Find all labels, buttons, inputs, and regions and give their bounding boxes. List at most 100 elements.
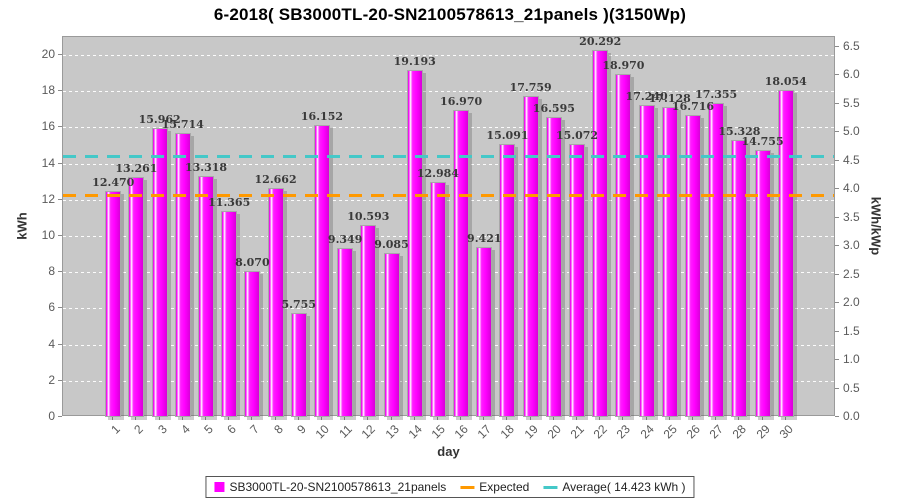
x-tick — [645, 416, 647, 420]
x-tick-label: 12 — [358, 422, 379, 442]
bar-day-14 — [406, 69, 423, 417]
bar-value-label: 15.328 — [718, 124, 761, 138]
bar-value-label: 18.970 — [602, 58, 645, 72]
y-tick-left — [58, 343, 62, 345]
gridline — [63, 272, 834, 274]
bar-day-17 — [476, 246, 493, 417]
y-tick-label-left: 6 — [48, 300, 55, 315]
bar-day-6 — [221, 211, 238, 417]
legend: SB3000TL-20-SN2100578613_21panels Expect… — [205, 476, 695, 498]
x-tick-label: 3 — [154, 422, 170, 437]
gridline — [63, 55, 834, 57]
bar-day-29 — [754, 150, 771, 417]
x-tick — [135, 416, 137, 420]
bar-day-30 — [777, 90, 794, 417]
x-tick-label: 4 — [178, 422, 193, 437]
y-tick-right — [835, 245, 839, 246]
y-tick-label-left: 0 — [48, 409, 55, 423]
x-tick — [715, 416, 717, 420]
y-tick-right — [835, 159, 839, 161]
average-reference-line — [63, 155, 834, 158]
x-tick-label: 17 — [474, 422, 495, 442]
bar-value-label: 14.755 — [741, 135, 784, 148]
y-axis-label-left: kWh — [14, 212, 30, 240]
bar-day-28 — [731, 139, 748, 417]
y-tick-label-right: 4.5 — [843, 152, 860, 167]
x-tick-label: 23 — [613, 422, 634, 442]
x-tick — [181, 416, 183, 420]
gridline — [63, 308, 834, 310]
x-tick — [390, 416, 392, 420]
bar-day-23 — [615, 73, 632, 417]
y-tick-label-left: 18 — [41, 83, 55, 98]
bar-day-15 — [429, 182, 446, 417]
y-tick-label-right: 1.0 — [843, 352, 860, 366]
y-tick-right — [835, 216, 839, 218]
bar-value-label: 13.318 — [184, 161, 228, 174]
gridline — [63, 91, 834, 93]
y-tick-right — [835, 131, 839, 132]
x-tick-label: 6 — [224, 422, 240, 437]
x-tick-label: 30 — [776, 422, 796, 442]
bar-day-12 — [360, 225, 377, 417]
bar-day-10 — [313, 124, 330, 417]
bar-day-2 — [128, 177, 145, 417]
expected-line-icon — [460, 485, 475, 489]
y-tick-right — [835, 387, 839, 389]
bar-day-24 — [638, 105, 655, 417]
y-tick-left — [58, 416, 62, 417]
bar-day-19 — [522, 95, 539, 417]
y-tick-right — [835, 45, 839, 47]
x-tick — [691, 416, 693, 420]
x-tick — [738, 416, 740, 420]
y-tick-label-right: 0.0 — [843, 409, 860, 423]
expected-reference-line — [63, 194, 834, 198]
bar-value-label: 16.716 — [671, 99, 715, 113]
x-tick — [205, 416, 206, 420]
y-tick-label-right: 0.5 — [843, 380, 860, 395]
y-tick-right — [835, 273, 839, 275]
bar-value-label: 16.595 — [532, 101, 575, 115]
legend-series-label: SB3000TL-20-SN2100578613_21panels — [229, 480, 447, 494]
x-tick — [483, 416, 485, 420]
y-tick-right — [835, 330, 839, 332]
x-tick-label: 2 — [131, 422, 147, 437]
legend-item-average: Average( 14.423 kWh ) — [543, 480, 686, 494]
x-tick — [274, 416, 276, 420]
y-tick-right — [835, 188, 839, 189]
bar-day-21 — [569, 144, 586, 417]
y-tick-label-left: 16 — [41, 119, 55, 134]
bar-day-3 — [151, 128, 168, 417]
x-tick — [413, 416, 415, 420]
bar-day-11 — [337, 247, 354, 417]
x-tick — [622, 416, 624, 420]
gridline — [63, 127, 834, 129]
gridline — [63, 199, 834, 201]
bar-day-1 — [105, 191, 122, 417]
x-tick-label: 8 — [270, 422, 286, 437]
legend-average-label: Average( 14.423 kWh ) — [562, 480, 686, 494]
y-tick-label-right: 5.5 — [843, 95, 860, 110]
y-tick-label-right: 5.0 — [843, 124, 860, 138]
bar-value-label: 15.962 — [138, 113, 181, 127]
bar-day-5 — [198, 176, 214, 417]
x-tick — [552, 416, 554, 420]
x-tick — [344, 416, 346, 420]
bar-value-label: 17.128 — [648, 92, 691, 106]
x-tick-label: 24 — [637, 422, 657, 442]
bar-value-label: 16.970 — [440, 94, 483, 108]
bar-value-label: 15.714 — [161, 117, 204, 131]
y-tick-label-left: 10 — [41, 228, 55, 243]
x-tick-label: 10 — [312, 422, 332, 442]
y-tick-right — [835, 302, 839, 303]
x-tick-label: 21 — [567, 422, 587, 442]
x-tick — [367, 416, 369, 420]
x-tick — [436, 416, 438, 420]
x-tick-label: 15 — [428, 422, 448, 442]
bar-value-label: 16.152 — [300, 109, 344, 123]
x-tick-label: 27 — [706, 422, 727, 442]
x-tick-label: 7 — [247, 422, 263, 437]
bar-day-26 — [684, 114, 701, 417]
x-tick-label: 13 — [382, 422, 402, 442]
y-tick-left — [58, 307, 62, 309]
